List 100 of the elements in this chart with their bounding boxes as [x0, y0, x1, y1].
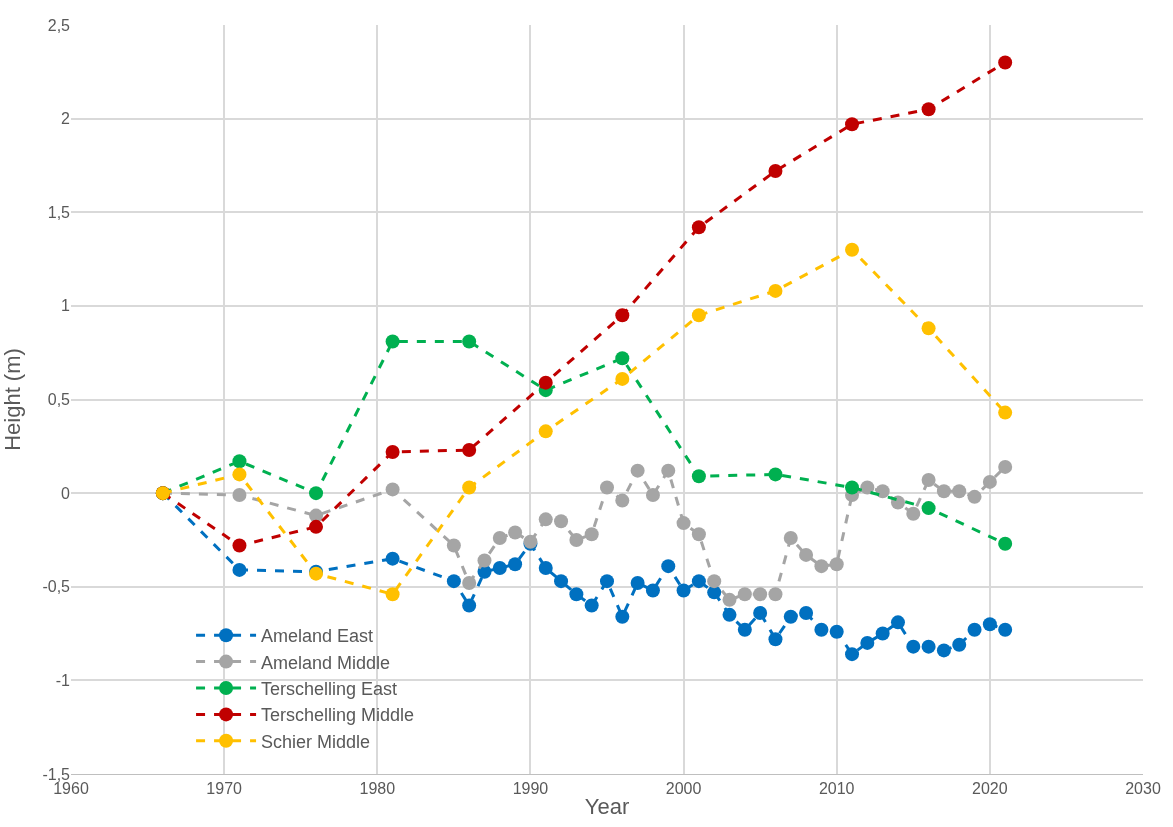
point	[615, 308, 630, 323]
point	[722, 607, 737, 622]
point	[615, 493, 630, 508]
point	[921, 321, 936, 336]
legend-label: Ameland East	[261, 626, 374, 647]
point	[584, 598, 599, 613]
point	[768, 587, 783, 602]
legend-label: Terschelling Middle	[261, 705, 415, 726]
point	[845, 242, 860, 257]
point	[998, 622, 1013, 637]
point	[691, 527, 706, 542]
point	[845, 480, 860, 495]
point	[630, 463, 645, 478]
point	[645, 583, 660, 598]
point	[385, 482, 400, 497]
point	[998, 55, 1013, 70]
point	[783, 531, 798, 546]
point	[676, 583, 691, 598]
point	[462, 443, 477, 458]
point	[921, 473, 936, 488]
point	[829, 557, 844, 572]
x-tick-label: 2010	[818, 780, 855, 798]
x-tick-label: 1990	[512, 780, 549, 798]
point	[952, 484, 967, 499]
point	[814, 622, 829, 637]
point	[462, 334, 477, 349]
point	[998, 405, 1013, 420]
point	[691, 469, 706, 484]
y-tick-label: 1	[61, 297, 71, 315]
point	[385, 334, 400, 349]
point	[936, 643, 951, 658]
point	[875, 484, 890, 499]
point	[600, 574, 614, 589]
point	[462, 598, 477, 613]
y-tick-label: 2,5	[47, 16, 71, 34]
point	[829, 624, 844, 639]
point	[385, 551, 400, 566]
point	[906, 639, 921, 654]
point	[921, 639, 936, 654]
point	[232, 488, 247, 502]
point	[477, 553, 492, 568]
point	[661, 463, 676, 478]
x-tick-label: 1980	[359, 780, 396, 798]
point	[753, 587, 768, 602]
y-tick-label: -1,5	[42, 765, 71, 783]
point	[737, 587, 752, 602]
point	[508, 525, 523, 540]
point	[691, 574, 706, 589]
y-tick-label: 2	[61, 110, 71, 128]
point	[600, 480, 614, 495]
point	[232, 562, 247, 577]
point	[936, 484, 951, 499]
point	[615, 609, 630, 624]
point	[446, 538, 461, 553]
point	[309, 519, 324, 534]
point	[569, 532, 584, 547]
point	[906, 506, 921, 521]
legend-label: Terschelling East	[261, 679, 398, 700]
y-tick-label: -0,5	[42, 578, 71, 596]
point	[722, 592, 737, 607]
point	[676, 516, 691, 531]
point	[661, 559, 676, 574]
point	[982, 617, 997, 632]
point	[998, 536, 1013, 551]
point	[630, 576, 645, 590]
y-axis-title: Height (m)	[0, 348, 26, 451]
point	[645, 488, 660, 502]
x-tick-label: 2030	[1125, 780, 1161, 798]
y-tick-label: 0	[61, 484, 71, 502]
point	[615, 351, 630, 366]
point	[845, 647, 860, 662]
point	[538, 561, 553, 576]
point	[967, 489, 982, 504]
legend-label: Ameland Middle	[261, 652, 391, 673]
point	[538, 424, 553, 439]
point	[921, 102, 936, 117]
point	[753, 605, 768, 620]
y-tick-label: 0,5	[47, 391, 71, 409]
point	[569, 587, 584, 602]
point	[952, 637, 967, 652]
point	[691, 308, 706, 323]
point	[446, 574, 461, 589]
point	[890, 615, 905, 630]
point	[508, 557, 523, 572]
point	[845, 117, 860, 132]
y-tick-label: 1,5	[47, 203, 71, 221]
x-tick-label: 2000	[665, 780, 702, 798]
point	[921, 501, 936, 516]
point	[783, 609, 798, 624]
point	[982, 474, 997, 489]
point	[492, 531, 507, 546]
point	[584, 527, 599, 542]
point	[998, 459, 1013, 474]
point	[691, 220, 706, 235]
point	[737, 622, 752, 637]
point	[707, 574, 722, 589]
point	[385, 444, 400, 459]
x-tick-label: 1970	[206, 780, 243, 798]
point	[232, 538, 247, 553]
point	[232, 454, 247, 469]
